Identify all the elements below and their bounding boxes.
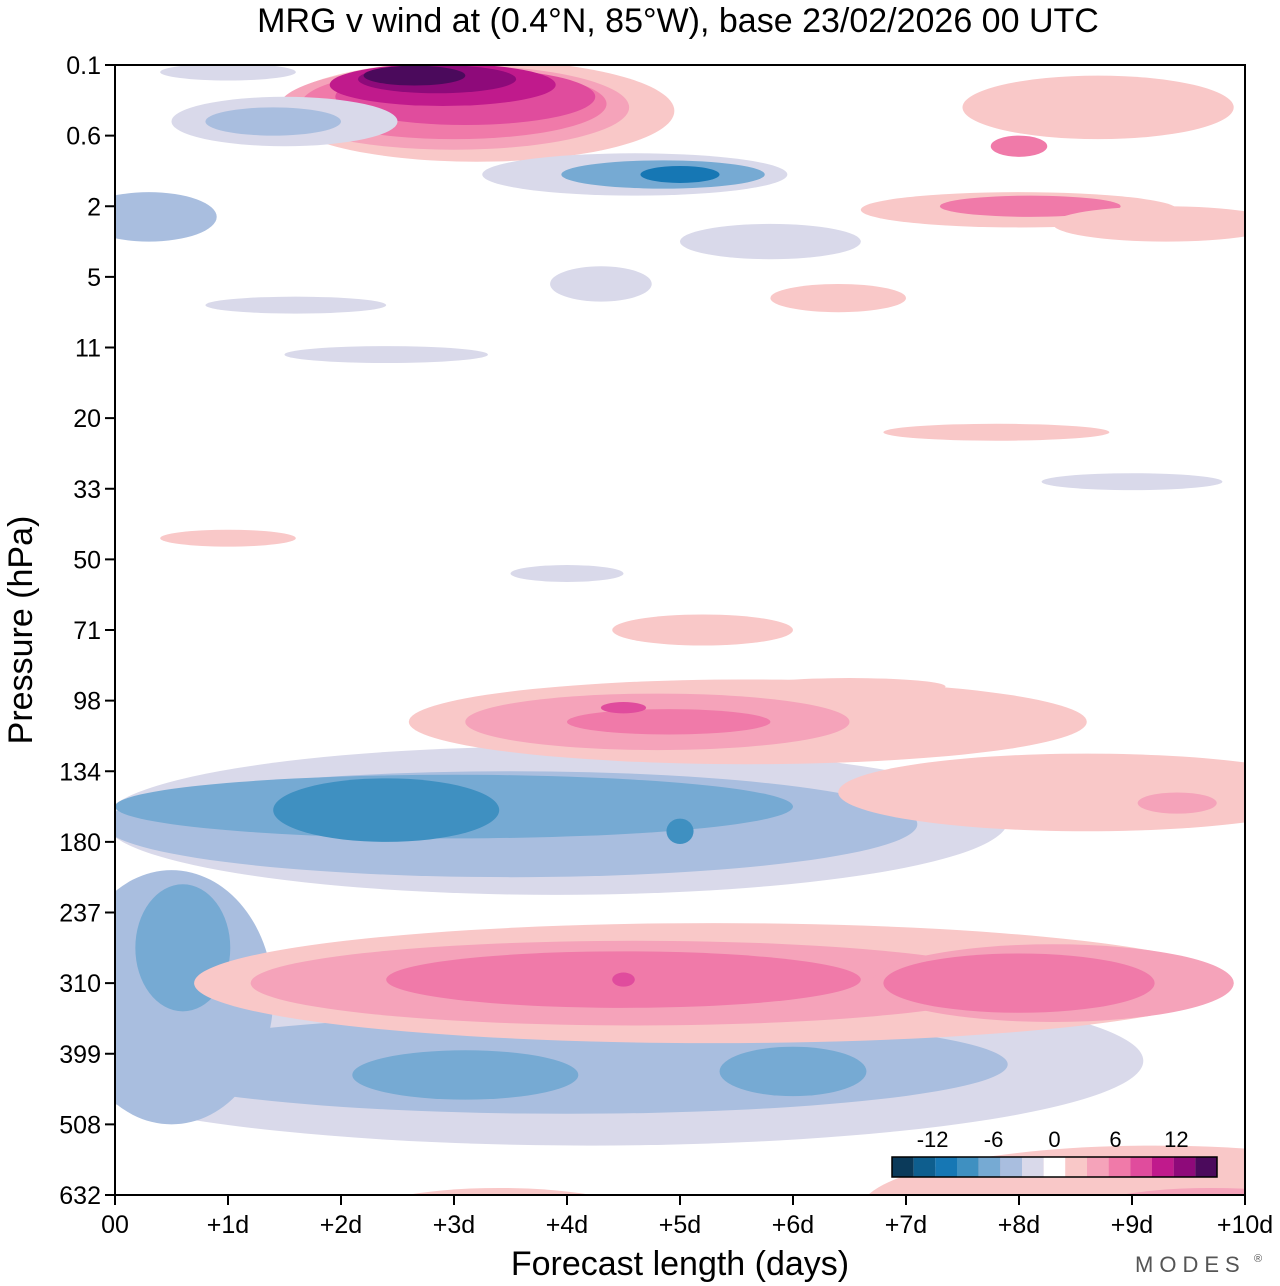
colorbar-tick-label: 6 <box>1109 1127 1121 1152</box>
y-tick-label: 5 <box>87 264 101 292</box>
colorbar-swatch <box>1195 1157 1217 1177</box>
colorbar-swatch <box>1152 1157 1174 1177</box>
x-tick-label: +5d <box>659 1211 701 1239</box>
positive-contour-level-3 <box>990 135 1048 157</box>
colorbar-frame <box>891 1156 1218 1178</box>
colorbar-swatch <box>978 1157 1001 1177</box>
colorbar-swatch <box>1022 1157 1044 1177</box>
x-tick-label: +4d <box>546 1211 588 1239</box>
y-tick-label: 0.1 <box>66 52 101 80</box>
positive-contour-level-1 <box>770 283 906 313</box>
y-axis: 0.1 0.6 2 5 11 20 33 50 71 98 134 180 237 310 399 508 63… <box>59 52 115 1210</box>
colorbar-swatch <box>957 1157 979 1177</box>
contour-fields <box>115 65 1245 1195</box>
negative-contour-level-1 <box>550 266 652 302</box>
negative-contour-level-5 <box>640 165 720 183</box>
negative-contour-level-1 <box>160 65 296 81</box>
y-tick-label: 71 <box>73 617 101 645</box>
y-tick-label: 632 <box>59 1182 101 1210</box>
y-tick-label: 134 <box>59 758 101 786</box>
negative-contour-level-4 <box>273 778 500 842</box>
positive-contour-level-4 <box>612 972 635 987</box>
positive-contour-level-1 <box>753 678 946 695</box>
positive-contour-level-3 <box>883 953 1155 1013</box>
colorbar-swatch <box>935 1157 957 1177</box>
y-tick-label: 2 <box>87 193 101 221</box>
y-tick-label: 33 <box>73 476 101 504</box>
colorbar-swatch <box>913 1157 936 1177</box>
colorbar: -12 -6 0 6 12 <box>891 1127 1218 1178</box>
positive-contour-level-1 <box>883 423 1110 441</box>
colorbar-tick-label: -6 <box>984 1127 1004 1152</box>
x-tick-label: +2d <box>320 1211 362 1239</box>
chart-title: MRG v wind at (0.4°N, 85°W), base 23/02/… <box>257 2 1099 40</box>
x-tick-label: +7d <box>885 1211 927 1239</box>
y-tick-label: 180 <box>59 829 101 857</box>
colorbar-swatch <box>1000 1157 1022 1177</box>
x-tick-label: +1d <box>207 1211 249 1239</box>
x-axis: 00 +1d +2d +3d +4d +5d +6d +7d +8d +9d +10d <box>101 1195 1273 1239</box>
x-tick-label: +9d <box>1111 1211 1153 1239</box>
positive-contour-level-1 <box>1052 206 1245 242</box>
y-tick-label: 399 <box>59 1041 101 1069</box>
y-tick-label: 98 <box>73 688 101 716</box>
positive-contour-level-3 <box>567 709 771 735</box>
y-tick-label: 0.6 <box>66 123 101 151</box>
x-tick-label: 00 <box>101 1211 129 1239</box>
colorbar-swatch <box>1130 1157 1152 1177</box>
x-tick-label: +10d <box>1217 1211 1273 1239</box>
negative-contour-level-1 <box>1041 473 1223 491</box>
negative-contour-level-2 <box>205 107 341 136</box>
y-tick-label: 310 <box>59 970 101 998</box>
x-tick-label: +8d <box>998 1211 1040 1239</box>
negative-contour-level-1 <box>284 346 488 364</box>
y-tick-label: 237 <box>59 900 101 928</box>
colorbar-swatch <box>1043 1157 1066 1177</box>
colorbar-swatch <box>1173 1157 1196 1177</box>
x-axis-label: Forecast length (days) <box>511 1245 849 1283</box>
positive-contour-level-1 <box>838 753 1245 832</box>
y-tick-label: 50 <box>73 546 101 574</box>
colorbar-swatch <box>1108 1157 1131 1177</box>
positive-contour-level-1 <box>962 75 1234 140</box>
colorbar-tick-label: -12 <box>917 1127 949 1152</box>
y-tick-label: 11 <box>75 335 101 363</box>
y-tick-label: 508 <box>59 1111 101 1139</box>
y-tick-label: 20 <box>73 405 101 433</box>
brand-registered-mark: ® <box>1254 1253 1262 1265</box>
x-tick-label: +3d <box>433 1211 475 1239</box>
negative-contour-level-4 <box>666 818 694 844</box>
brand-logo: MODES <box>1135 1252 1246 1277</box>
positive-contour-level-7 <box>363 65 466 86</box>
colorbar-tick-label: 0 <box>1048 1127 1060 1152</box>
positive-contour-level-1 <box>406 1187 592 1195</box>
positive-contour-level-2 <box>1137 792 1217 814</box>
negative-contour-level-1 <box>680 223 861 260</box>
negative-contour-level-1 <box>205 296 387 314</box>
colorbar-swatch <box>1065 1157 1087 1177</box>
positive-contour-level-1 <box>612 614 793 646</box>
negative-contour-level-3 <box>719 1046 867 1097</box>
colorbar-swatch <box>1087 1157 1109 1177</box>
negative-contour-level-1 <box>510 565 624 582</box>
y-axis-label: Pressure (hPa) <box>2 516 40 745</box>
colorbar-swatch <box>892 1157 914 1177</box>
colorbar-tick-label: 12 <box>1164 1127 1188 1152</box>
negative-contour-level-3 <box>352 1050 579 1100</box>
positive-contour-level-2 <box>1120 1187 1245 1195</box>
positive-contour-level-4 <box>600 702 647 714</box>
positive-contour-level-3 <box>939 195 1121 217</box>
positive-contour-level-1 <box>160 529 296 547</box>
negative-contour-level-2 <box>115 192 217 242</box>
x-tick-label: +6d <box>772 1211 814 1239</box>
